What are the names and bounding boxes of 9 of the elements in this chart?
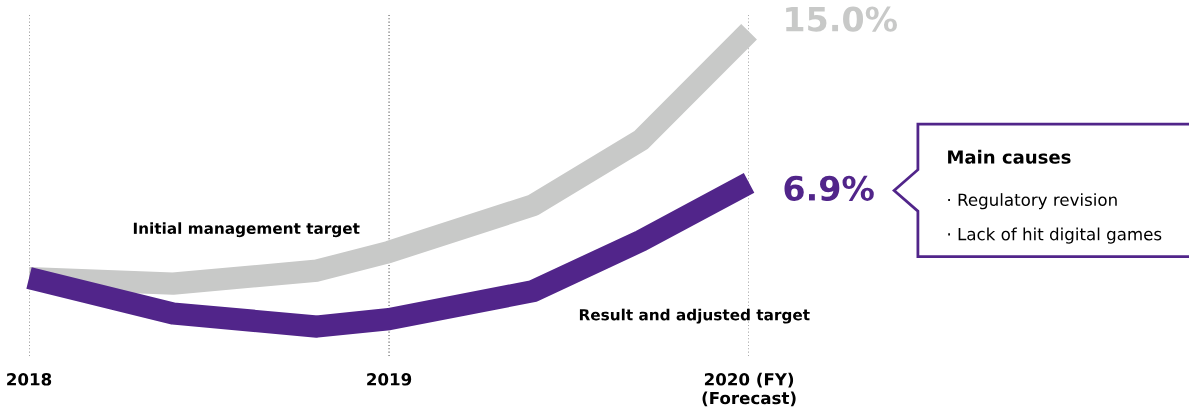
- text: Result and adjusted target: [579, 308, 810, 324]
- text: · Regulatory revision: [948, 193, 1117, 210]
- data-label: 6.9%: [784, 175, 874, 201]
- x-tick-label: 2018: [7, 373, 52, 386]
- text: Main causes: [948, 149, 1071, 164]
- x-tick-label: 2019: [367, 373, 412, 386]
- text: · Lack of hit digital games: [948, 227, 1162, 244]
- series-label: Initial management target: [133, 222, 360, 238]
- x-tick-label: 2020 (FY) (Forecast): [702, 372, 796, 407]
